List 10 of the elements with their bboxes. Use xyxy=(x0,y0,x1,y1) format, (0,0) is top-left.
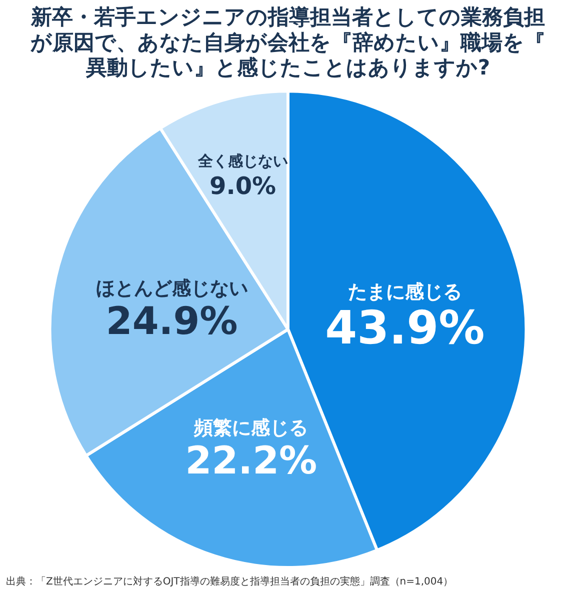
chart-title: 新卒・若手エンジニアの指導担当者としての業務負担が原因で、あなた自身が会社を『辞めたい』職場を『異動したい』と感じたことはありますか? xyxy=(30,5,546,80)
slice-label: たまに感じる xyxy=(348,281,462,304)
source-note: 出典：「Z世代エンジニアに対するOJT指導の難易度と指導担当者の負担の実態」調査（n=1,004） xyxy=(6,576,454,588)
data-label: 9.0% xyxy=(210,172,276,200)
data-label: 43.9% xyxy=(325,300,485,355)
data-label: 24.9% xyxy=(106,298,238,343)
slice-label: 全く感じない xyxy=(196,152,288,170)
slice-label: 頻繁に感じる xyxy=(193,417,308,440)
data-label: 22.2% xyxy=(185,438,318,482)
slice-label: ほとんど感じない xyxy=(96,277,248,300)
